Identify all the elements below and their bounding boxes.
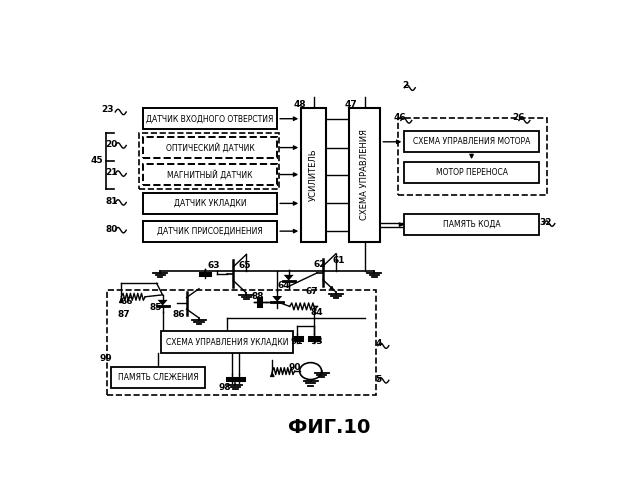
FancyBboxPatch shape (301, 108, 326, 242)
FancyBboxPatch shape (143, 164, 277, 185)
FancyBboxPatch shape (350, 108, 381, 242)
Text: 65: 65 (239, 262, 251, 270)
Text: 45: 45 (91, 156, 103, 166)
Text: ОПТИЧЕСКИЙ ДАТЧИК: ОПТИЧЕСКИЙ ДАТЧИК (165, 142, 255, 152)
Text: МОТОР ПЕРЕНОСА: МОТОР ПЕРЕНОСА (435, 168, 507, 177)
Text: 32: 32 (539, 218, 552, 227)
Text: ДАТЧИК ВХОДНОГО ОТВЕРСТИЯ: ДАТЧИК ВХОДНОГО ОТВЕРСТИЯ (146, 114, 274, 123)
Text: 47: 47 (344, 100, 357, 109)
Text: 87: 87 (118, 310, 131, 318)
FancyBboxPatch shape (404, 131, 539, 152)
FancyBboxPatch shape (143, 137, 277, 158)
Text: 61: 61 (332, 256, 345, 266)
Text: 5: 5 (376, 375, 381, 384)
Text: ПАМЯТЬ СЛЕЖЕНИЯ: ПАМЯТЬ СЛЕЖЕНИЯ (118, 373, 199, 382)
Text: 98: 98 (219, 383, 231, 392)
FancyBboxPatch shape (143, 220, 277, 242)
Text: 46: 46 (394, 114, 406, 122)
Polygon shape (284, 275, 294, 280)
Text: 63: 63 (208, 262, 220, 270)
Text: 23: 23 (102, 105, 114, 114)
FancyBboxPatch shape (161, 332, 293, 352)
FancyBboxPatch shape (404, 214, 539, 235)
FancyBboxPatch shape (404, 162, 539, 183)
Text: 20: 20 (105, 140, 118, 149)
Text: ДАТЧИК ПРИСОЕДИНЕНИЯ: ДАТЧИК ПРИСОЕДИНЕНИЯ (157, 226, 263, 235)
Text: СХЕМА УПРАВЛЕНИЯ МОТОРА: СХЕМА УПРАВЛЕНИЯ МОТОРА (413, 138, 530, 146)
Text: 21: 21 (105, 168, 118, 177)
Text: 99: 99 (100, 354, 113, 363)
Text: ДАТЧИК УКЛАДКИ: ДАТЧИК УКЛАДКИ (174, 199, 246, 208)
Text: ФИГ.10: ФИГ.10 (288, 418, 371, 437)
Text: 62: 62 (313, 260, 326, 268)
Text: 48: 48 (293, 100, 306, 109)
FancyBboxPatch shape (143, 108, 277, 130)
Text: 2: 2 (403, 80, 409, 90)
Text: 93: 93 (311, 338, 323, 346)
Polygon shape (158, 300, 168, 306)
Text: 91: 91 (291, 338, 303, 346)
Text: СХЕМА УПРАВЛЕНИЯ УКЛАДКИ: СХЕМА УПРАВЛЕНИЯ УКЛАДКИ (166, 338, 288, 346)
Text: ПАМЯТЬ КОДА: ПАМЯТЬ КОДА (443, 220, 500, 229)
Text: 86: 86 (173, 310, 185, 318)
Text: 90: 90 (289, 364, 301, 372)
Text: СХЕМА УПРАВЛЕНИЯ: СХЕМА УПРАВЛЕНИЯ (361, 130, 370, 220)
Text: 80: 80 (105, 225, 118, 234)
FancyBboxPatch shape (143, 193, 277, 214)
Text: 26: 26 (512, 114, 525, 122)
Text: 81: 81 (105, 197, 118, 206)
Text: 4: 4 (375, 339, 381, 348)
Text: 84: 84 (311, 308, 323, 316)
FancyBboxPatch shape (111, 367, 205, 388)
Text: 67: 67 (306, 286, 318, 296)
Text: 64: 64 (277, 280, 290, 289)
Text: УСИЛИТЕЛЬ: УСИЛИТЕЛЬ (309, 148, 318, 201)
Text: 66: 66 (121, 297, 134, 306)
Text: 85: 85 (150, 302, 163, 312)
Text: 88: 88 (251, 292, 264, 302)
Text: МАГНИТНЫЙ ДАТЧИК: МАГНИТНЫЙ ДАТЧИК (167, 170, 253, 179)
Polygon shape (272, 296, 282, 302)
